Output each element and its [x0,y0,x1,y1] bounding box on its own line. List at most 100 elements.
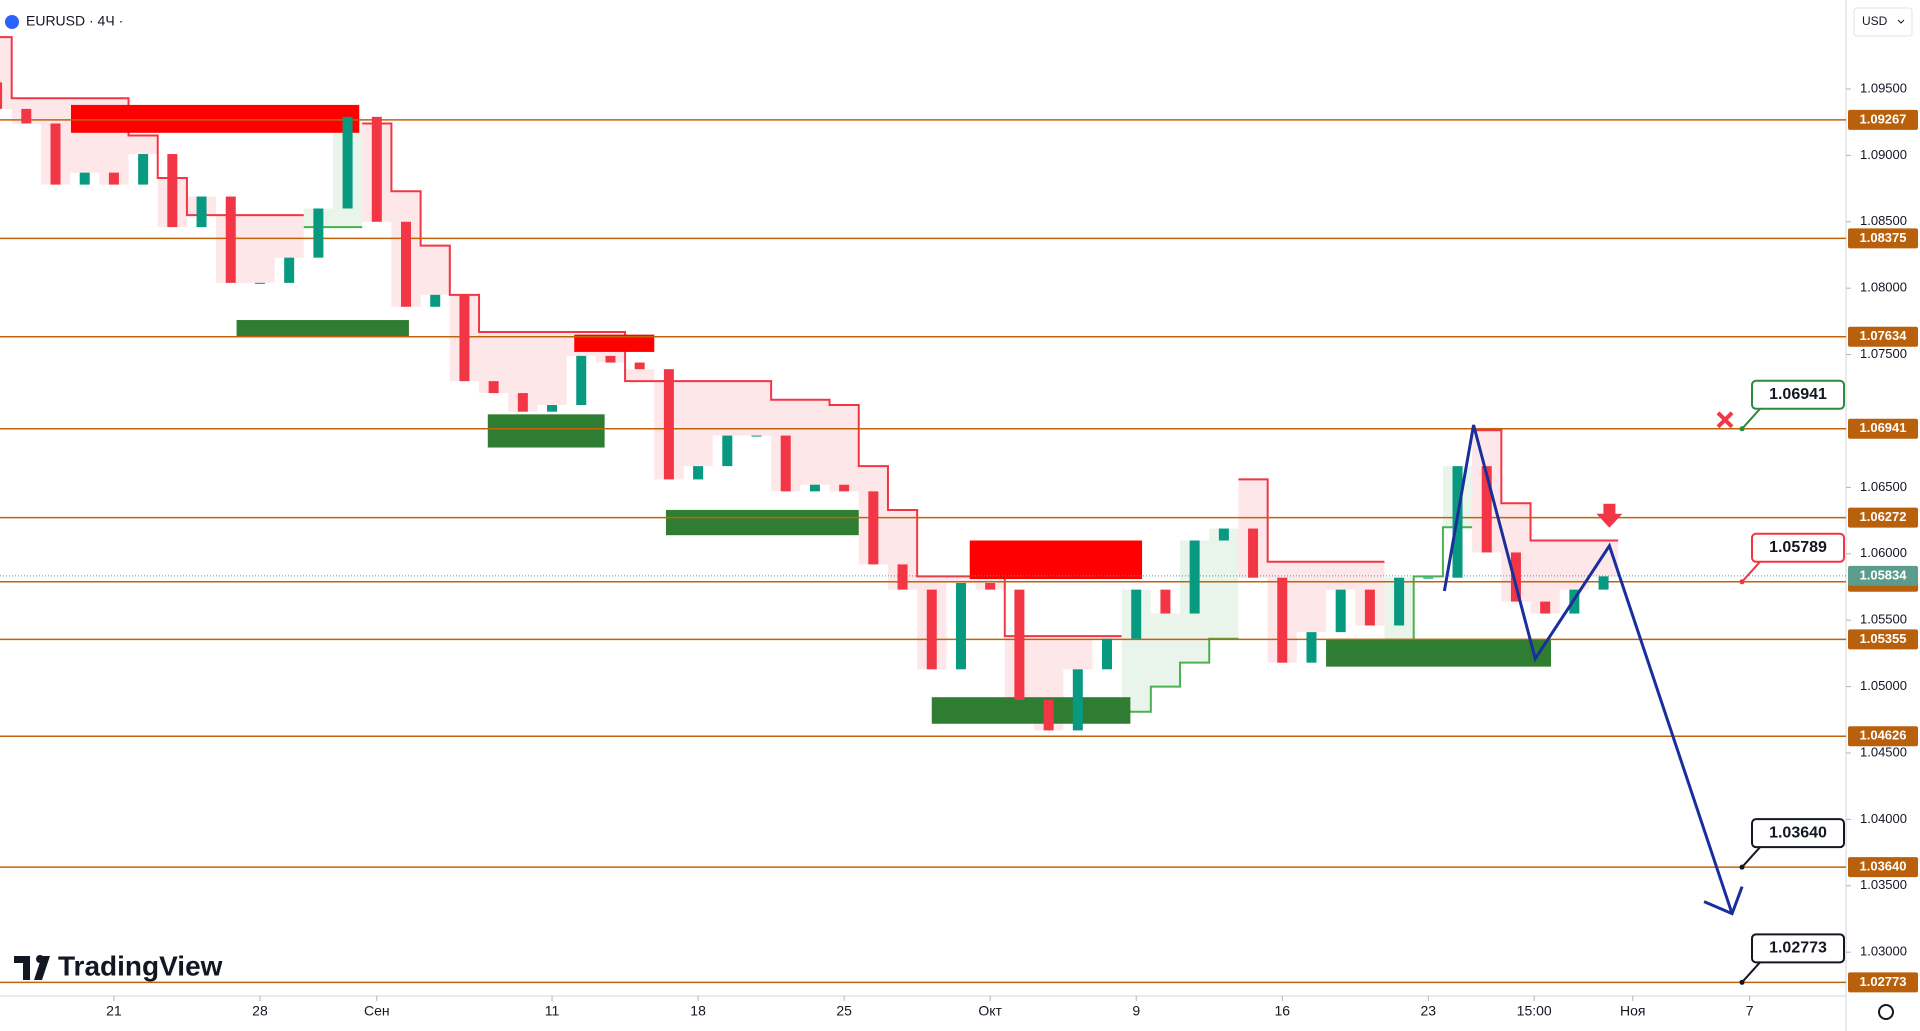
candle [1364,589,1375,626]
projection-arrowhead [1703,886,1744,916]
candle [780,435,791,492]
callout-label: 1.02773 [1769,940,1827,957]
trail-fill [683,381,713,467]
dropdown-caret [1897,19,1905,24]
trail-fill [829,405,859,492]
level-tag [1848,726,1918,747]
candle [547,405,558,412]
level-tag-label: 1.05355 [1860,631,1907,646]
zone [931,697,1131,724]
x-tick-label: 18 [690,1003,706,1019]
y-tick-label: 1.06500 [1860,479,1907,494]
candle [634,362,645,370]
candle [284,257,295,283]
trail-fill [712,381,742,436]
level-tag [1848,109,1918,130]
candle [955,582,966,670]
level-tag [1848,629,1918,650]
candle [722,435,733,467]
candle [1131,589,1142,639]
candle [868,491,879,565]
level-tag-label: 1.06941 [1860,420,1907,435]
candle [751,435,762,437]
level-tag [1848,972,1918,993]
candle [809,484,820,492]
candle [897,564,908,590]
level-tag [1848,507,1918,528]
callout-pointer [1741,408,1761,430]
level-tag [1848,418,1918,439]
y-tick-label: 1.04500 [1860,744,1907,759]
trail-fill [800,399,830,485]
zone [969,540,1143,580]
candle [254,282,265,284]
y-tick-label: 1.03000 [1860,944,1907,959]
zone [1326,638,1551,667]
candle [1481,466,1492,553]
candle [0,82,3,109]
candle [1335,589,1346,633]
current-price-tag [1848,565,1918,586]
trail-line [1238,478,1385,563]
callout-box [1751,379,1845,410]
y-tick-label: 1.03500 [1860,877,1907,892]
callout-box [1751,933,1845,964]
zone [70,104,360,133]
zone [487,414,605,448]
candle [1043,699,1054,731]
candle [225,196,236,283]
zone [236,320,409,336]
x-tick-label: 23 [1421,1003,1437,1019]
x-tick-label: Сен [364,1003,390,1019]
x-tick-label: 11 [545,1003,560,1019]
trail-fill [1209,528,1239,639]
trail-fill [274,215,304,258]
symbol[interactable]: EURUSD · 4Ч · [26,13,123,29]
level-tag-label: 1.06272 [1860,509,1907,524]
y-tick-label: 1.07500 [1860,346,1907,361]
candle [605,355,616,363]
trail-fill [1150,613,1181,687]
x-tick-label: 7 [1746,1003,1754,1019]
level-tag-label: 1.09267 [1860,111,1907,126]
level-tag-label: 1.02773 [1860,974,1907,989]
candle [1014,589,1025,700]
currency[interactable]: USD [1862,14,1888,28]
candle [1306,632,1317,663]
brand: TradingView [58,950,223,981]
candle [1540,601,1551,614]
candle [1277,577,1288,663]
trail-fill [537,332,567,406]
candle [21,108,32,124]
y-tick-label: 1.09000 [1860,147,1907,162]
trail-line [1472,429,1619,542]
candle [1510,552,1521,602]
trail-fill [1092,636,1122,639]
candle [926,589,937,670]
y-tick-label: 1.05500 [1860,612,1907,627]
plot-area: 1.06941 1.05789 1.03640 1.02773 [0,36,1846,985]
y-tick-label: 1.06000 [1860,545,1907,560]
x-tick-label: 25 [836,1003,852,1019]
callout-pointer [1741,561,1761,583]
symbol-icon [5,15,19,29]
trail-fill [128,135,158,155]
candle [459,294,470,382]
cancel-mark [1716,411,1734,429]
candle [50,123,61,185]
trail-line [1121,637,1239,713]
trail-fill [0,37,12,109]
callout-box [1751,818,1845,849]
trail-fill [741,381,772,436]
y-tick-label: 1.04000 [1860,811,1907,826]
currency-button[interactable] [1853,7,1913,37]
trail-fill [1063,636,1093,670]
x-tick-label: 21 [106,1003,122,1019]
x-tick-label: 16 [1274,1003,1290,1019]
candle [401,221,412,307]
callout-pointer [1741,961,1761,983]
x-tick-label: Окт [978,1003,1002,1019]
level-tag [1848,326,1918,347]
settings-icon[interactable] [1878,1004,1894,1020]
